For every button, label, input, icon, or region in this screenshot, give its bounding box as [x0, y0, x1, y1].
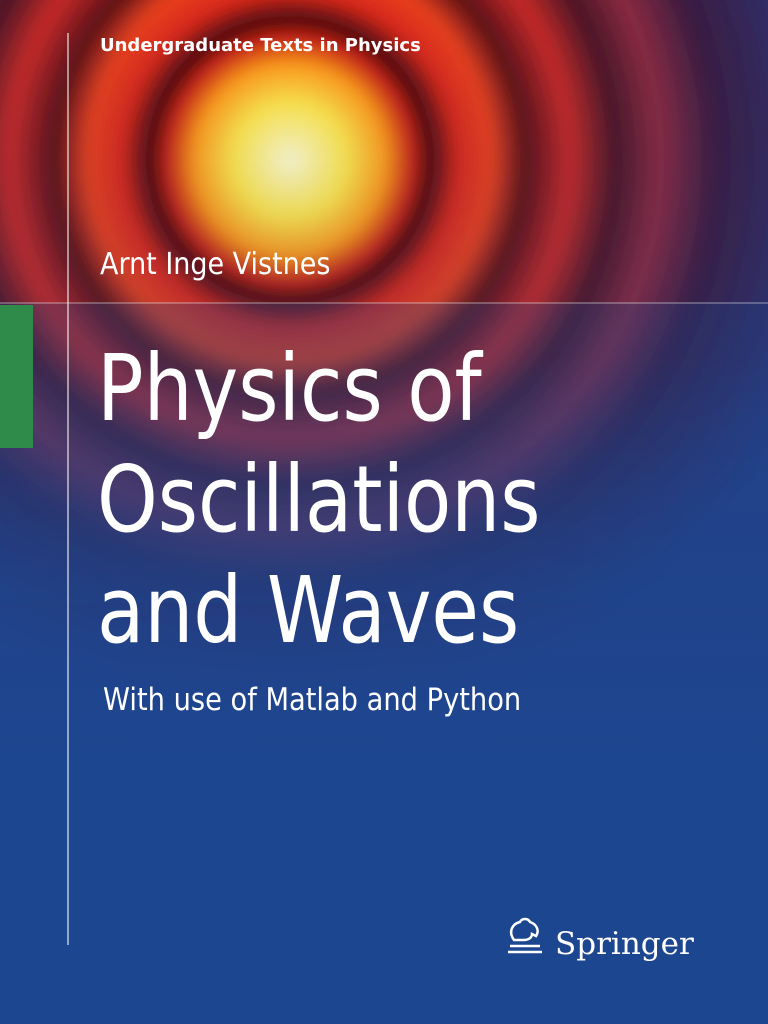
springer-horse [508, 917, 542, 954]
series-tab [0, 305, 33, 448]
publisher: Springer [555, 926, 694, 962]
title-line: Oscillations [97, 447, 541, 554]
title-panel [0, 303, 768, 603]
title-line: and Waves [97, 558, 519, 665]
title-line: Physics of [97, 336, 484, 443]
author: Arnt Inge Vistnes [100, 247, 330, 282]
publisher-logo: Springer [508, 917, 694, 962]
subtitle: With use of Matlab and Python [103, 681, 521, 717]
series-name: Undergraduate Texts in Physics [100, 35, 421, 56]
